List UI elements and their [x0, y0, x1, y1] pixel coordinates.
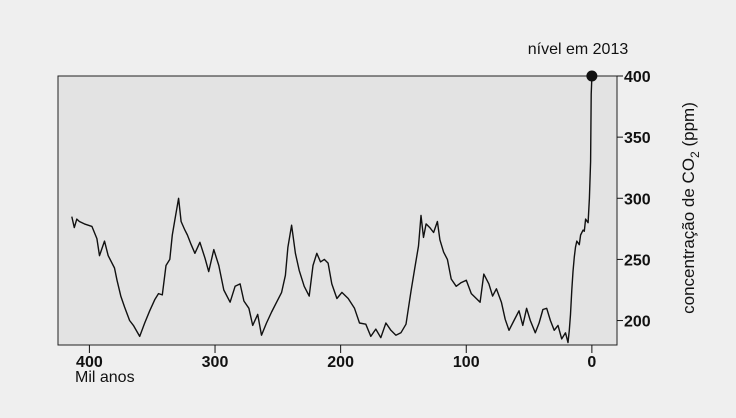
x-tick-label: 400	[76, 354, 103, 371]
x-axis: 400 300 200 100 0	[76, 345, 596, 371]
x-axis-label: Mil anos	[75, 369, 135, 386]
y-tick-label: 350	[624, 130, 651, 147]
y-axis-label-prefix: concentração de CO	[679, 158, 698, 314]
annotation-label: nível em 2013	[528, 41, 629, 58]
co2-series-line	[71, 75, 593, 344]
y-tick-label: 300	[624, 191, 651, 208]
y-axis-label-suffix: (ppm)	[679, 102, 698, 151]
x-tick-label: 300	[202, 354, 229, 371]
x-tick-label: 200	[327, 354, 354, 371]
y-tick-label: 200	[624, 314, 651, 331]
y-tick-label: 250	[624, 252, 651, 269]
plot-area	[57, 75, 618, 346]
y-tick-label: 400	[624, 69, 651, 86]
y-axis-label-subscript: 2	[688, 151, 702, 158]
series-layer	[71, 70, 598, 344]
x-tick-label: 100	[453, 354, 480, 371]
y-axis-label: concentração de CO2 (ppm)	[679, 102, 702, 314]
latest-value-point	[586, 70, 598, 82]
y-axis: 200 250 300 350 400	[617, 69, 651, 331]
x-tick-label: 0	[587, 354, 596, 371]
